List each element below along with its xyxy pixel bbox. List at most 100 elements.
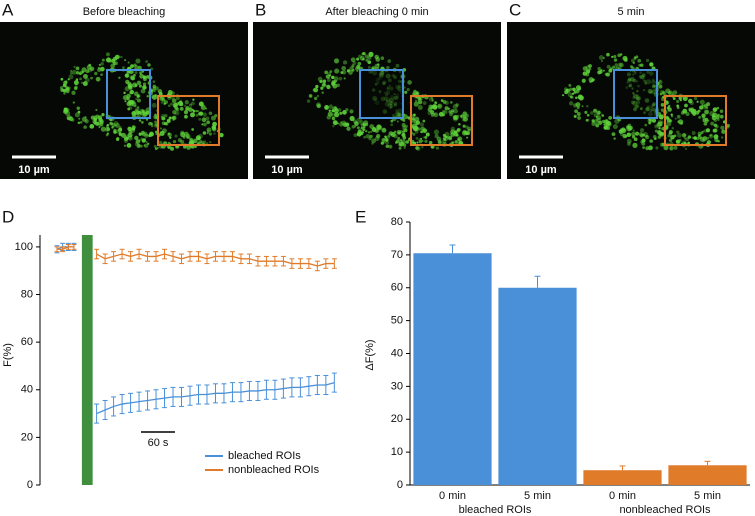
fluorescence (418, 138, 422, 142)
fluorescence (320, 86, 324, 90)
fluorescence (372, 126, 376, 129)
y-axis-label: ΔF(%) (364, 339, 376, 370)
fluorescence (129, 90, 134, 95)
fluorescence (341, 70, 347, 75)
y-tick-label: 10 (391, 446, 403, 458)
fluorescence (578, 86, 581, 89)
fluorescence (138, 84, 142, 88)
fluorescence (669, 146, 674, 151)
fluorescence (174, 110, 180, 116)
fluorescence (581, 105, 584, 108)
fluorescence (322, 80, 327, 84)
fluorescence (354, 121, 359, 127)
fluorescence (672, 90, 678, 95)
fluorescence (395, 139, 400, 144)
fluorescence (683, 133, 687, 137)
fluorescence (203, 122, 207, 127)
fluorescence (378, 89, 382, 93)
fluorescence (376, 81, 380, 85)
fluorescence (716, 113, 720, 117)
fluorescence (450, 101, 453, 104)
fluorescence (625, 86, 629, 90)
fluorescence (640, 140, 644, 144)
fluorescence (562, 94, 565, 97)
fluorescence (413, 125, 419, 131)
fluorescence (385, 97, 391, 103)
fluorescence (613, 58, 618, 62)
fluorescence (713, 118, 718, 123)
bar (498, 287, 577, 485)
fluorescence (417, 105, 423, 111)
fluorescence (640, 134, 644, 138)
fluorescence (108, 59, 112, 63)
fluorescence (632, 129, 635, 132)
fluorescence (368, 137, 372, 141)
fluorescence (328, 104, 334, 109)
fluorescence (201, 117, 207, 123)
fluorescence (94, 71, 98, 76)
fluorescence (386, 66, 390, 70)
fluorescence (457, 136, 463, 142)
fluorescence (163, 102, 166, 106)
fluorescence (360, 127, 363, 130)
fluorescence (398, 146, 402, 150)
fluorescence (170, 91, 175, 96)
fluorescence (331, 116, 336, 121)
fluorescence (660, 102, 665, 107)
fluorescence (142, 138, 146, 142)
fluorescence (83, 125, 87, 129)
fluorescence (652, 83, 657, 88)
fluorescence (389, 86, 394, 91)
fluorescence (175, 96, 180, 101)
fluorescence (71, 90, 76, 95)
fluorescence (143, 77, 147, 82)
fluorescence (662, 91, 667, 95)
fluorescence (313, 96, 318, 101)
fluorescence (591, 119, 595, 123)
bleach-band (81, 235, 93, 485)
fluorescence (681, 133, 687, 138)
fluorescence (577, 116, 581, 120)
fluorescence (172, 119, 175, 122)
fluorescence (568, 101, 574, 106)
fluorescence (343, 60, 348, 65)
fluorescence (334, 112, 340, 118)
fluorescence (316, 94, 320, 98)
fluorescence (390, 95, 394, 99)
fluorescence (75, 66, 80, 71)
fluorescence (639, 128, 645, 133)
y-tick-label: 30 (391, 380, 403, 392)
fluorescence (634, 58, 637, 61)
fluorescence (704, 120, 709, 124)
fluorescence (645, 79, 652, 85)
micrograph (253, 22, 501, 179)
fluorescence (630, 77, 635, 82)
fluorescence (626, 138, 632, 144)
fluorescence (368, 51, 374, 57)
fluorescence (129, 102, 134, 107)
fluorescence (391, 73, 396, 78)
fluorescence (437, 103, 443, 109)
fluorescence (376, 133, 381, 139)
fluorescence (154, 94, 158, 97)
fluorescence (206, 127, 212, 133)
fluorescence (188, 107, 193, 112)
fluorescence (420, 98, 423, 101)
fluorescence (389, 106, 392, 110)
fluorescence (632, 61, 635, 64)
fluorescence (158, 92, 163, 96)
fluorescence (154, 86, 159, 91)
fluorescence (338, 76, 343, 81)
fluorescence (351, 125, 355, 129)
fluorescence (90, 76, 93, 80)
fluorescence (401, 118, 404, 122)
fluorescence (113, 128, 117, 133)
time-scale-label: 60 s (148, 437, 169, 449)
fluorescence (371, 138, 377, 144)
fluorescence (441, 109, 446, 114)
fluorescence (367, 65, 371, 69)
fluorescence (642, 88, 646, 92)
fluorescence (365, 134, 370, 139)
fluorescence (595, 123, 600, 128)
fluorescence (667, 134, 671, 138)
